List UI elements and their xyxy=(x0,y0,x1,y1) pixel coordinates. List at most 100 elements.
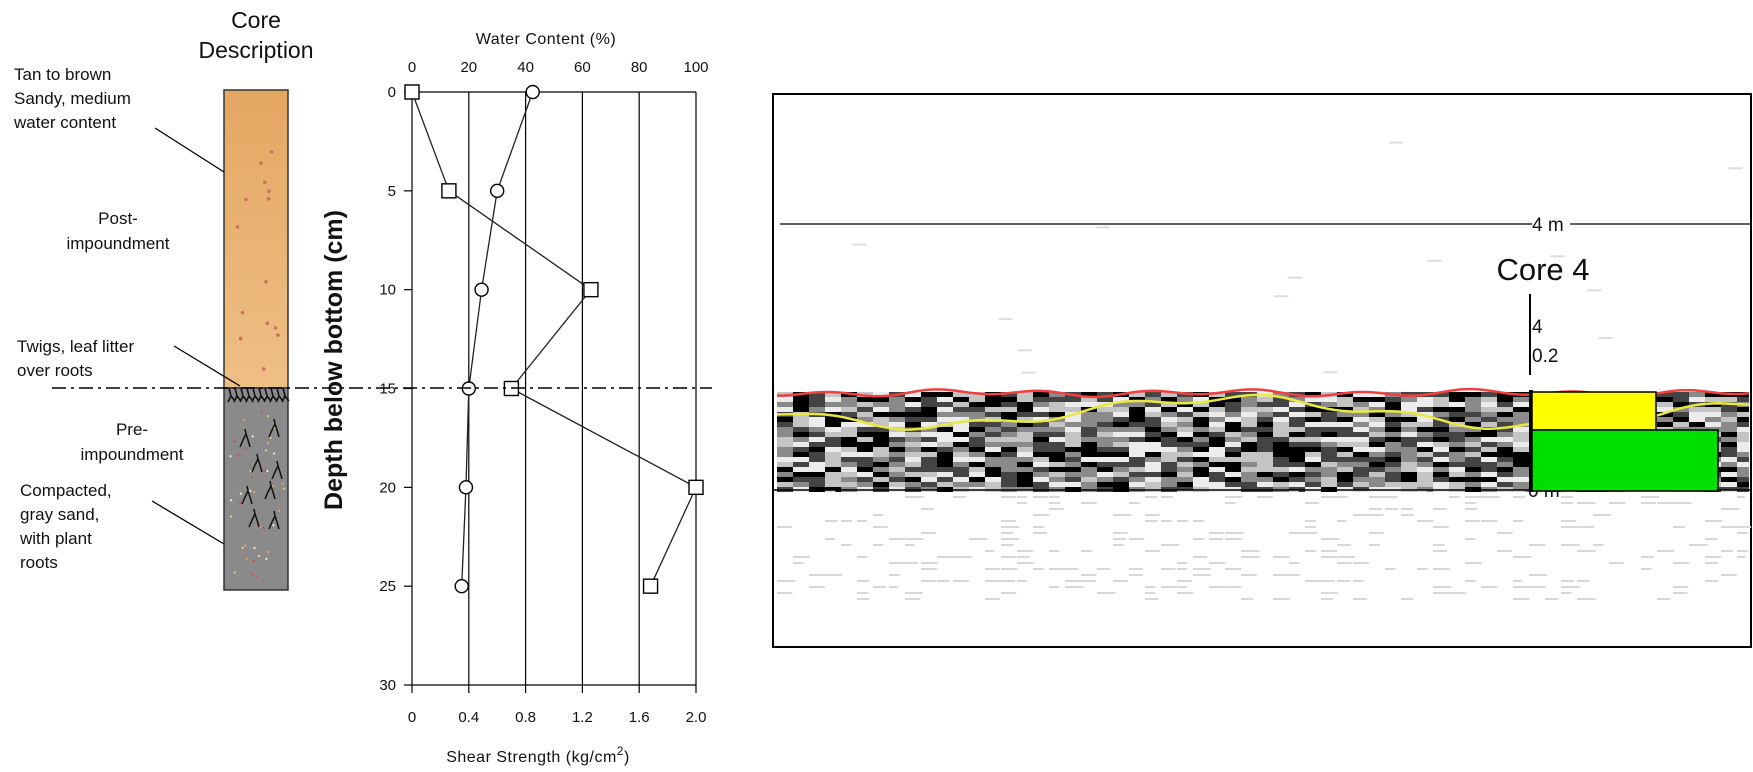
radar-noise xyxy=(1305,526,1316,528)
radar-pixel xyxy=(809,437,825,442)
radar-pixel xyxy=(1321,462,1337,467)
circle-point xyxy=(490,183,505,199)
radar-pixel xyxy=(1209,477,1225,482)
radar-pixel xyxy=(1401,412,1417,417)
radar-pixel xyxy=(969,482,985,487)
radar-pixel xyxy=(1449,447,1465,452)
radar-pixel xyxy=(1161,407,1177,412)
radar-pixel xyxy=(1353,467,1369,472)
radar-noise xyxy=(1097,592,1116,594)
radar-pixel xyxy=(1161,452,1177,457)
radar-pixel xyxy=(1417,482,1433,487)
radar-noise xyxy=(1049,586,1060,588)
radar-pixel xyxy=(921,462,937,467)
radar-noise xyxy=(1577,502,1596,504)
radar-pixel xyxy=(1049,407,1065,412)
radar-pixel xyxy=(1033,407,1049,412)
radar-pixel xyxy=(1369,442,1385,447)
radar-pixel xyxy=(1193,452,1209,457)
radar-pixel xyxy=(1673,412,1689,417)
radar-pixel xyxy=(1657,392,1673,397)
radar-pixel xyxy=(1177,402,1193,407)
gravel-speck xyxy=(272,484,275,488)
radar-noise xyxy=(1193,538,1205,540)
radar-noise xyxy=(857,556,868,558)
radar-pixel xyxy=(1257,447,1273,452)
radar-pixel xyxy=(1081,452,1097,457)
radar-pixel xyxy=(809,457,825,462)
radar-pixel xyxy=(1433,422,1449,427)
circle-point xyxy=(474,282,489,297)
radar-pixel xyxy=(825,447,841,452)
radar-pixel xyxy=(777,407,793,412)
y-tick-label: 0 xyxy=(388,84,396,101)
radar-pixel xyxy=(1097,407,1113,412)
radar-pixel xyxy=(1049,422,1065,427)
radar-pixel xyxy=(985,432,1001,437)
radar-noise xyxy=(1017,496,1027,498)
radar-pixel xyxy=(857,442,873,447)
radar-pixel xyxy=(793,447,809,452)
radar-pixel xyxy=(1305,422,1321,427)
radar-pixel xyxy=(777,467,793,472)
radar-pixel xyxy=(1433,462,1449,467)
radar-noise xyxy=(1177,568,1187,570)
radar-pixel xyxy=(1721,432,1737,437)
gravel-speck xyxy=(277,509,281,512)
sand-speck xyxy=(267,189,271,193)
radar-pixel xyxy=(793,452,809,457)
radar-pixel xyxy=(825,427,841,432)
radar-pixel xyxy=(1225,427,1241,432)
radar-pixel xyxy=(1657,422,1673,427)
gravel-speck xyxy=(239,492,242,495)
radar-pixel xyxy=(857,417,873,422)
radar-pixel xyxy=(1321,452,1337,457)
radar-pixel xyxy=(841,467,857,472)
radar-pixel xyxy=(953,457,969,462)
radar-pixel xyxy=(1481,447,1497,452)
radar-noise xyxy=(1593,514,1611,516)
radar-pixel xyxy=(1177,472,1193,477)
radar-pixel xyxy=(1129,452,1145,457)
radar-pixel xyxy=(1353,482,1369,487)
radar-noise xyxy=(1385,496,1398,498)
radar-pixel xyxy=(1337,422,1353,427)
core-upper-layer xyxy=(223,89,289,389)
radar-pixel xyxy=(873,442,889,447)
radar-pixel xyxy=(1193,397,1209,402)
radar-pixel xyxy=(873,452,889,457)
radar-pixel xyxy=(1001,442,1017,447)
radar-pixel xyxy=(1481,467,1497,472)
radar-pixel xyxy=(1305,452,1321,457)
radar-pixel xyxy=(1065,472,1081,477)
radar-pixel xyxy=(1385,457,1401,462)
root-mark xyxy=(271,460,283,480)
radar-pixel xyxy=(1385,437,1401,442)
radar-pixel xyxy=(1129,462,1145,467)
radar-noise xyxy=(1513,598,1530,600)
gravel-speck xyxy=(264,449,267,452)
radar-pixel xyxy=(1193,447,1209,452)
bottom-axis-title-end: ) xyxy=(624,749,630,766)
radar-pixel xyxy=(809,427,825,432)
radar-pixel xyxy=(857,412,873,417)
radar-noise xyxy=(1225,586,1242,588)
radar-noise xyxy=(1353,598,1367,600)
radar-pixel xyxy=(1417,422,1433,427)
radar-pixel xyxy=(1113,397,1129,402)
radar-pixel xyxy=(1049,402,1065,407)
post-impoundment-label-2: impoundment xyxy=(66,234,169,253)
y-tick-label: 10 xyxy=(379,282,396,299)
radar-pixel xyxy=(985,437,1001,442)
radar-pixel xyxy=(1497,402,1513,407)
radar-noise xyxy=(1129,502,1140,504)
radar-pixel xyxy=(1097,472,1113,477)
radar-pixel xyxy=(793,457,809,462)
radar-pixel xyxy=(1721,427,1737,432)
radar-pixel xyxy=(825,482,841,487)
radar-noise xyxy=(1641,556,1654,558)
radar-pixel xyxy=(809,402,825,407)
radar-pixel xyxy=(1385,397,1401,402)
radar-pixel xyxy=(1465,452,1481,457)
radar-pixel xyxy=(1497,457,1513,462)
